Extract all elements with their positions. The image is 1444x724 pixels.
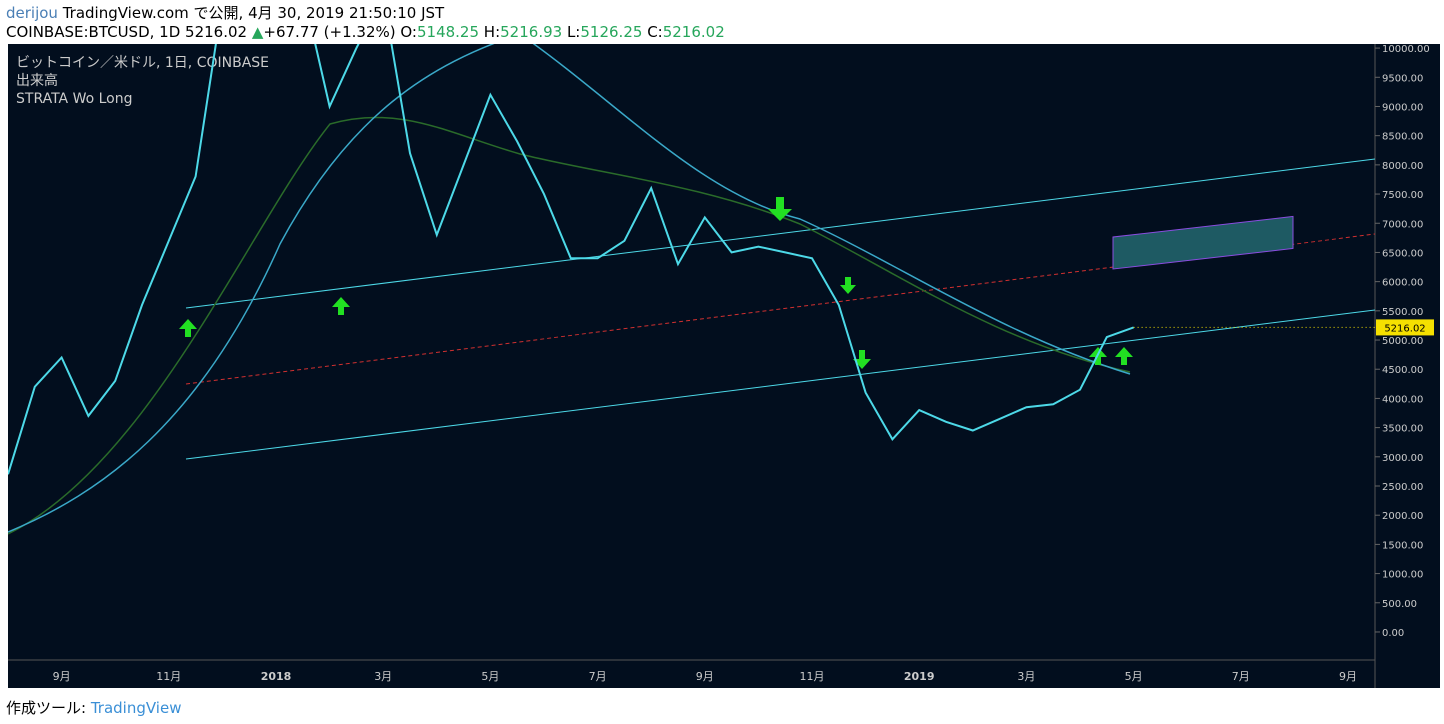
target-box (1112, 215, 1294, 270)
up-arrow (332, 297, 350, 315)
legend-entry: STRATA Wo Long (16, 91, 133, 107)
down-arrow (768, 197, 792, 221)
up-arrow (1115, 347, 1133, 365)
y-tick-label: 2500.00 (1382, 482, 1423, 493)
user[interactable]: derijou (6, 4, 58, 22)
symbol: COINBASE:BTCUSD, 1D 5216.02 (6, 23, 248, 41)
chart: ビットコイン／米ドル, 1日, COINBASE 出来高 STRATA Wo L… (8, 44, 1440, 688)
chart-background (8, 44, 1440, 688)
y-tick-label: 3000.00 (1382, 453, 1423, 464)
mid-line (185, 233, 1375, 385)
header-line: derijou TradingView.com で公開, 4月 30, 2019… (6, 4, 725, 23)
trend-line (185, 309, 1375, 460)
x-tick-label: 3月 (374, 670, 392, 683)
y-tick-label: 7000.00 (1382, 219, 1423, 230)
ohlc: O:5148.25 H:5216.93 L:5126.25 C:5216.02 (400, 23, 724, 41)
y-tick-label: 7500.00 (1382, 190, 1423, 201)
down-arrow (853, 350, 871, 369)
ohlc-value: 5216.02 (662, 23, 725, 41)
y-tick-label: 8000.00 (1382, 161, 1423, 172)
legend-entry: ビットコイン／米ドル, 1日, COINBASE (16, 55, 269, 71)
x-tick-label: 11月 (800, 670, 825, 683)
price-line (8, 44, 1134, 475)
x-tick-label: 2019 (904, 670, 935, 683)
moving-average (8, 44, 1131, 533)
annotations (8, 44, 1375, 535)
header: derijou TradingView.com で公開, 4月 30, 2019… (6, 4, 725, 42)
y-tick-label: 5500.00 (1382, 307, 1423, 318)
change: +67.77 (+1.32%) (263, 23, 396, 41)
up-arrow (179, 319, 197, 337)
trend-line (185, 158, 1375, 309)
y-tick-label: 4000.00 (1382, 394, 1423, 405)
x-tick-label: 3月 (1017, 670, 1035, 683)
x-tick-label: 11月 (156, 670, 181, 683)
x-tick-label: 5月 (1125, 670, 1143, 683)
y-tick-label: 0.00 (1382, 628, 1404, 639)
ohlc-label: O: (400, 23, 417, 41)
y-tick-label: 6000.00 (1382, 278, 1423, 289)
y-tick-label: 6500.00 (1382, 248, 1423, 259)
y-tick-label: 1500.00 (1382, 540, 1423, 551)
y-tick-label: 9500.00 (1382, 73, 1423, 84)
plot (8, 44, 1134, 475)
x-tick-label: 7月 (1232, 670, 1250, 683)
ohlc-label: C: (647, 23, 663, 41)
y-tick-label: 1000.00 (1382, 570, 1423, 581)
y-tick-label: 10000.00 (1382, 44, 1430, 55)
published: TradingView.com で公開, 4月 30, 2019 21:50:1… (62, 4, 445, 22)
y-tick-label: 5000.00 (1382, 336, 1423, 347)
brand-link[interactable]: TradingView (90, 699, 182, 717)
ohlc-value: 5126.25 (580, 23, 643, 41)
ohlc-label: L: (566, 23, 581, 41)
y-tick-label: 4500.00 (1382, 365, 1423, 376)
x-tick-label: 9月 (696, 670, 714, 683)
y-tick-label: 500.00 (1382, 599, 1417, 610)
x-tick-label: 5月 (481, 670, 499, 683)
x-tick-label: 7月 (589, 670, 607, 683)
down-arrow (840, 277, 856, 294)
header-line: COINBASE:BTCUSD, 1D 5216.02 ▲+67.77 (+1.… (6, 23, 725, 42)
x-tick-label: 9月 (53, 670, 71, 683)
y-tick-label: 3500.00 (1382, 424, 1423, 435)
ohlc-value: 5148.25 (416, 23, 480, 41)
up-arrow: ▲ (251, 23, 264, 41)
footer: 作成ツール: TradingView (6, 697, 181, 718)
ohlc-label: H: (483, 23, 501, 41)
footer-label: 作成ツール: (6, 699, 87, 717)
x-tick-label: 2018 (261, 670, 292, 683)
x-tick-label: 9月 (1339, 670, 1357, 683)
price-tag (1376, 319, 1434, 336)
price-tag-label: 5216.02 (1384, 323, 1425, 334)
ohlc-value: 5216.93 (500, 23, 563, 41)
legend-entry: 出来高 (16, 72, 58, 89)
y-tick-label: 9000.00 (1382, 102, 1423, 113)
y-tick-label: 2000.00 (1382, 511, 1423, 522)
y-tick-label: 8500.00 (1382, 132, 1423, 143)
moving-average (8, 116, 1131, 535)
